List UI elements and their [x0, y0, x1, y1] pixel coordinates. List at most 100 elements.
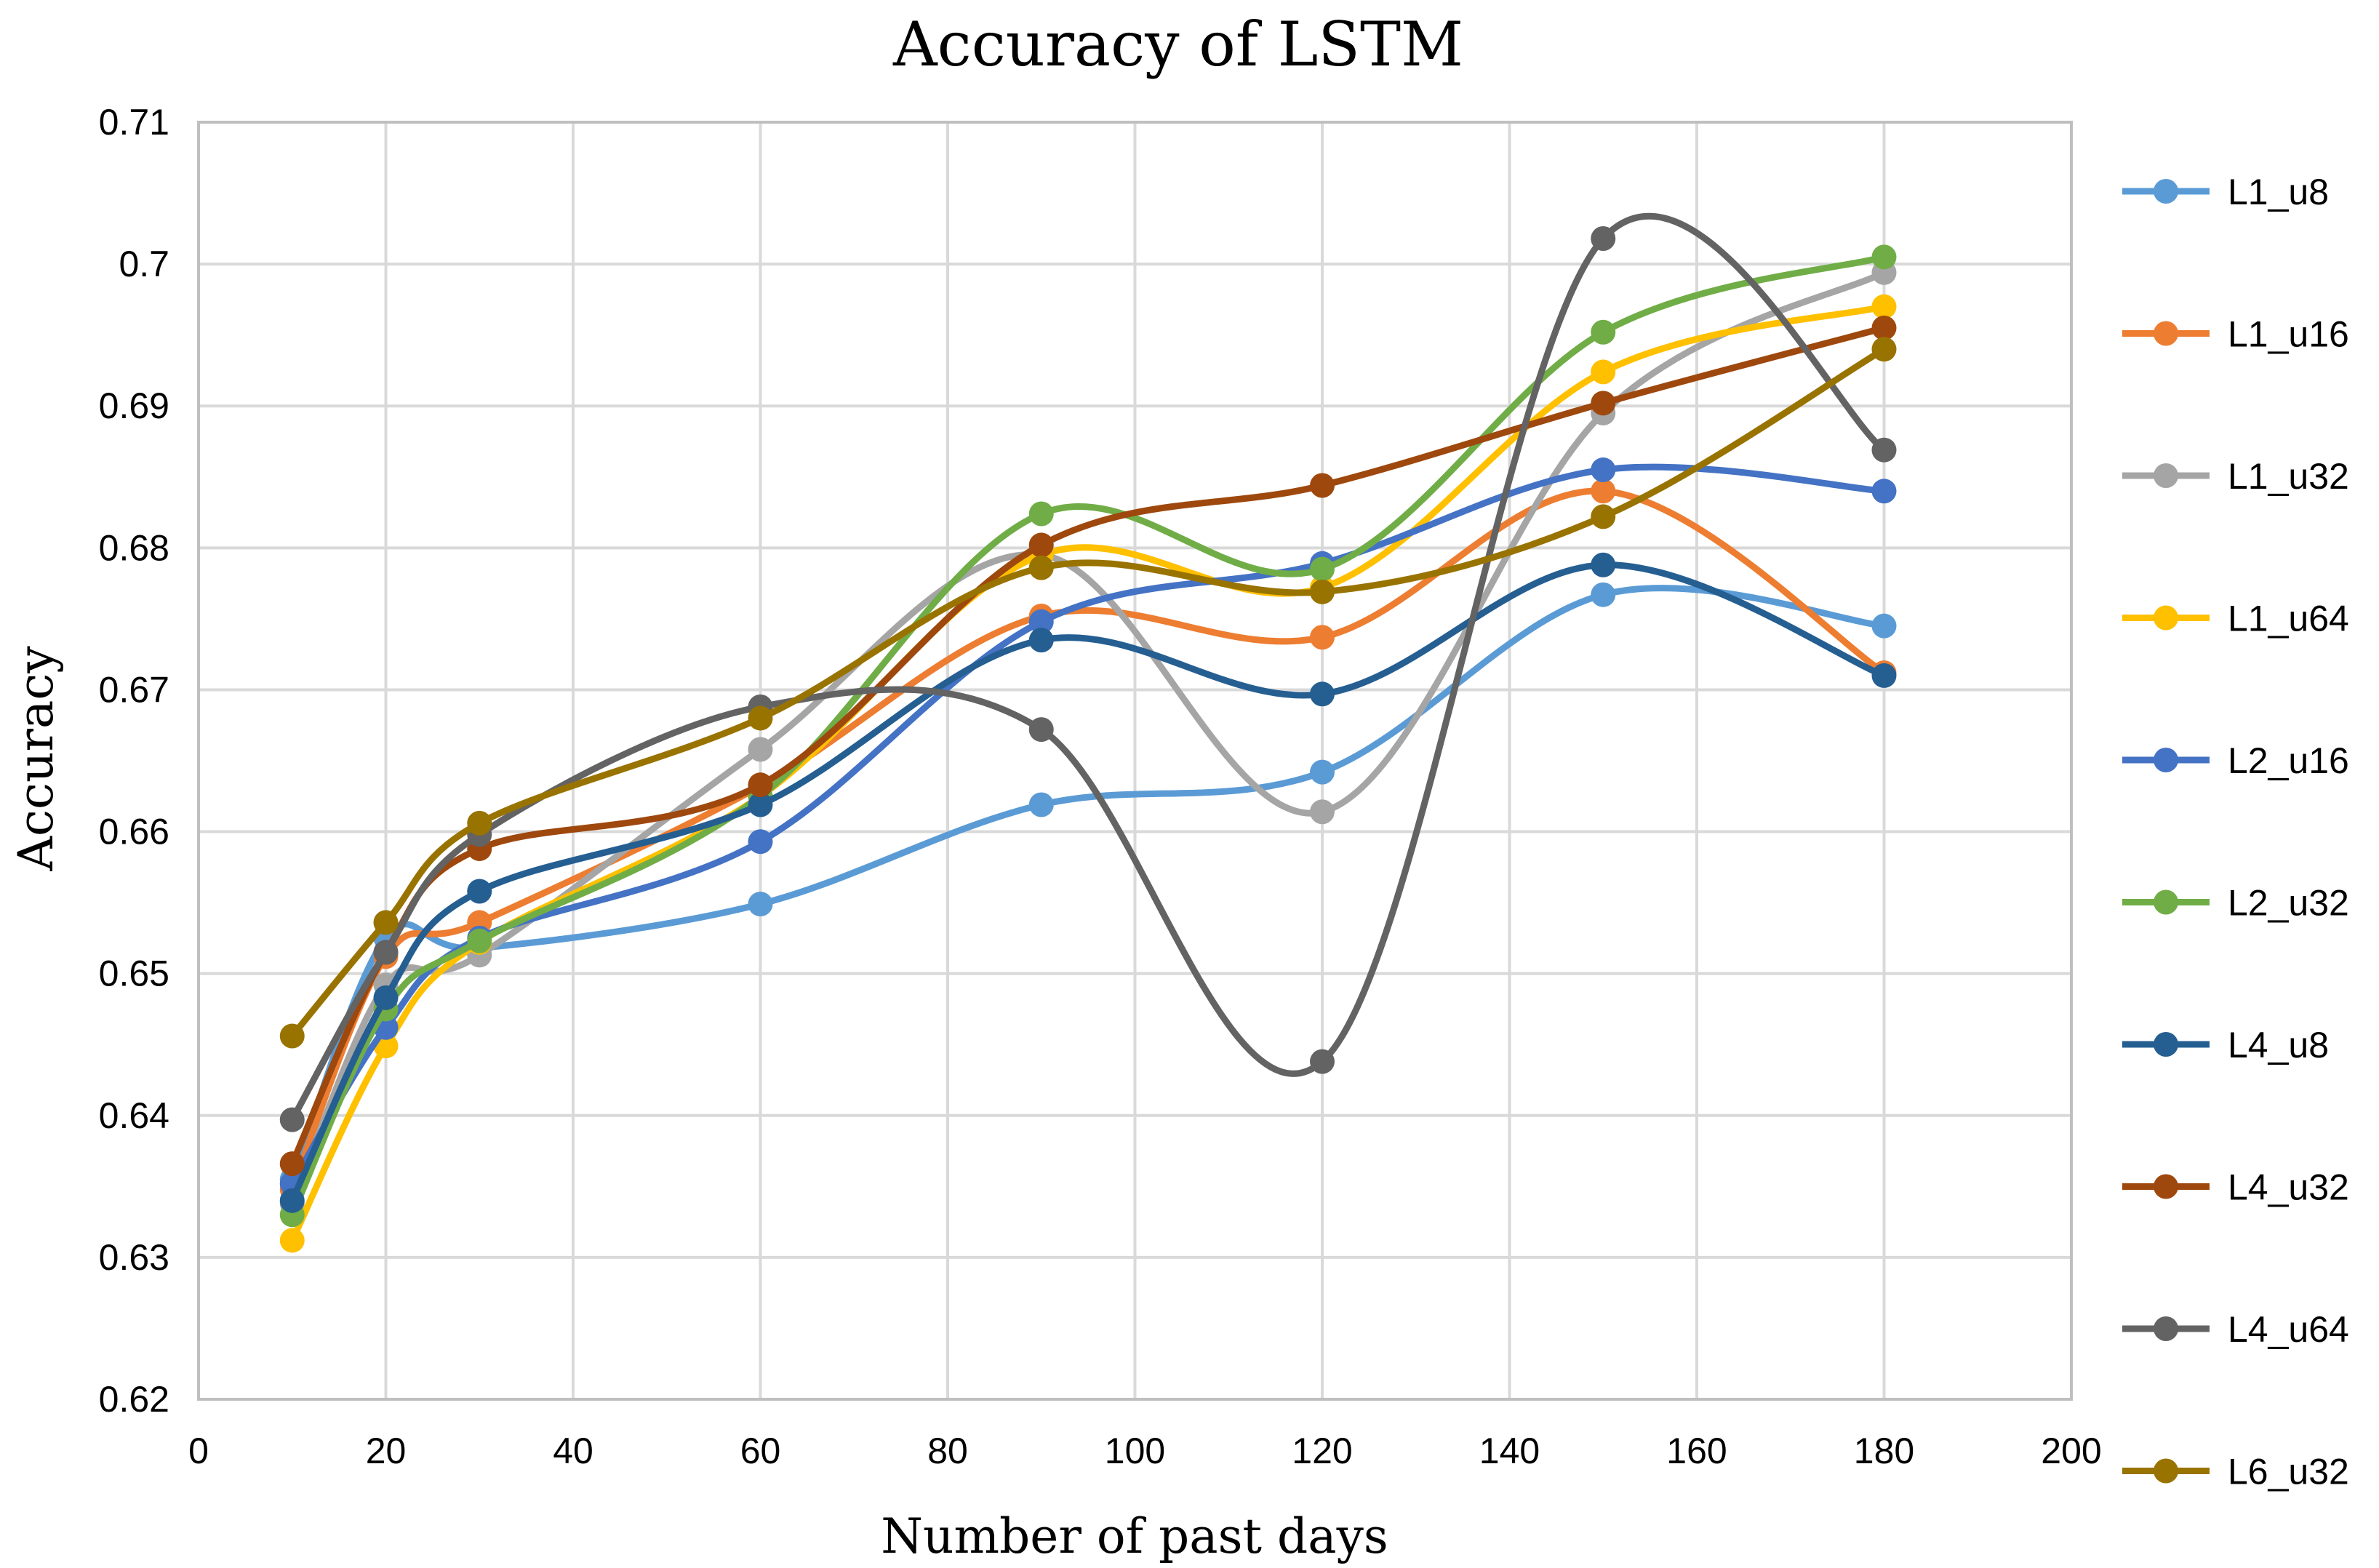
data-point-l2-u16: [748, 829, 773, 855]
legend-label: L4_u64: [2228, 1309, 2349, 1350]
data-point-l1-u8: [748, 892, 773, 917]
data-point-l1-u8: [1871, 613, 1897, 639]
legend-item-l2-u32: L2_u32: [2122, 883, 2349, 924]
legend-item-l1-u32: L1_u32: [2122, 456, 2349, 497]
data-point-l4-u32: [1871, 315, 1897, 340]
legend-item-l2-u16: L2_u16: [2122, 740, 2349, 781]
y-tick-label: 0.7: [119, 244, 169, 284]
y-tick-label: 0.68: [99, 527, 169, 568]
data-point-l2-u32: [1871, 244, 1897, 270]
series-l2-u32: [279, 244, 1897, 1228]
data-point-l4-u32: [1028, 532, 1054, 558]
x-tick-label: 40: [553, 1431, 593, 1471]
data-point-l4-u8: [1871, 663, 1897, 688]
legend-label: L2_u16: [2228, 740, 2349, 781]
x-tick-label: 20: [366, 1431, 407, 1471]
legend-label: L6_u32: [2228, 1452, 2349, 1492]
legend-item-l4-u32: L4_u32: [2122, 1167, 2349, 1208]
series-line-l4-u32: [289, 324, 1887, 1167]
series-l6-u32: [279, 337, 1897, 1049]
legend-label: L4_u8: [2228, 1025, 2329, 1065]
y-tick-label: 0.67: [99, 669, 169, 710]
data-point-l1-u32: [748, 737, 773, 762]
series-l1-u64: [279, 294, 1897, 1253]
legend-swatch-marker: [2154, 463, 2178, 488]
legend-swatch-marker: [2154, 889, 2178, 915]
x-tick-label: 120: [1292, 1431, 1352, 1471]
data-point-l4-u32: [748, 772, 773, 798]
data-point-l6-u32: [373, 910, 399, 935]
series-line-l2-u32: [289, 253, 1887, 1218]
data-point-l6-u32: [748, 705, 773, 731]
legend-swatch-marker: [2154, 1174, 2178, 1199]
legend-swatch-marker: [2154, 1458, 2178, 1484]
data-point-l2-u16: [1028, 609, 1054, 634]
x-tick-label: 160: [1666, 1431, 1727, 1471]
y-tick-label: 0.62: [99, 1379, 169, 1420]
series-line-l6-u32: [289, 345, 1887, 1039]
series-line-l4-u8: [289, 561, 1887, 1204]
legend-label: L1_u16: [2228, 314, 2349, 355]
series-lines: [279, 212, 1897, 1253]
legend-label: L2_u32: [2228, 883, 2349, 924]
data-point-l4-u8: [467, 879, 492, 904]
data-point-l6-u32: [1591, 504, 1616, 529]
y-axis-title: Accuracy: [8, 646, 64, 872]
legend-item-l4-u64: L4_u64: [2122, 1309, 2349, 1350]
data-point-l1-u16: [1591, 479, 1616, 504]
legend-swatch-marker: [2154, 321, 2178, 346]
legend-swatch-marker: [2154, 605, 2178, 631]
series-line-l1-u64: [289, 303, 1887, 1244]
data-point-l4-u8: [373, 985, 399, 1010]
data-point-l2-u16: [1591, 457, 1616, 483]
legend-item-l4-u8: L4_u8: [2122, 1025, 2329, 1065]
data-point-l4-u32: [279, 1151, 305, 1177]
x-tick-label: 100: [1105, 1431, 1165, 1471]
gridlines: [197, 121, 2073, 1401]
data-point-l4-u64: [279, 1107, 305, 1132]
x-tick-label: 200: [2041, 1431, 2101, 1471]
x-tick-label: 180: [1854, 1431, 1914, 1471]
data-point-l1-u8: [1591, 582, 1616, 607]
data-point-l2-u32: [1591, 319, 1616, 345]
data-point-l4-u8: [1028, 628, 1054, 653]
legend-label: L1_u8: [2228, 172, 2329, 212]
x-tick-label: 0: [188, 1431, 209, 1471]
legend-label: L1_u32: [2228, 456, 2349, 497]
x-tick-label: 80: [927, 1431, 968, 1471]
data-point-l1-u64: [279, 1228, 305, 1253]
legend-item-l1-u8: L1_u8: [2122, 172, 2329, 212]
data-point-l6-u32: [1310, 579, 1335, 604]
y-tick-label: 0.66: [99, 812, 169, 852]
legend-swatch-marker: [2154, 1032, 2178, 1057]
data-point-l4-u64: [1591, 225, 1616, 251]
series-l4-u32: [279, 315, 1897, 1177]
data-point-l4-u64: [1028, 717, 1054, 743]
data-point-l4-u8: [1591, 552, 1616, 577]
data-point-l6-u32: [279, 1023, 305, 1049]
legend-swatch-marker: [2154, 1316, 2178, 1341]
data-point-l1-u64: [1591, 359, 1616, 385]
y-tick-label: 0.63: [99, 1237, 169, 1278]
plot-area-frame: [197, 121, 2073, 1401]
x-tick-label: 60: [740, 1431, 781, 1471]
data-point-l2-u32: [1310, 556, 1335, 582]
data-point-l4-u64: [373, 940, 399, 965]
legend-item-l6-u32: L6_u32: [2122, 1452, 2349, 1492]
data-point-l4-u8: [1310, 681, 1335, 707]
y-tick-label: 0.65: [99, 953, 169, 994]
data-point-l1-u8: [1310, 759, 1335, 785]
series-l4-u8: [279, 552, 1897, 1213]
y-tick-label: 0.64: [99, 1095, 169, 1136]
legend-swatch-marker: [2154, 748, 2178, 772]
data-point-l2-u16: [1871, 479, 1897, 504]
chart-title: Accuracy of LSTM: [892, 9, 1463, 80]
legend-label: L1_u64: [2228, 599, 2349, 639]
data-point-l1-u32: [1310, 799, 1335, 825]
data-point-l1-u64: [1871, 294, 1897, 319]
series-line-l1-u8: [289, 585, 1887, 1183]
data-point-l6-u32: [1871, 337, 1897, 362]
data-point-l1-u16: [1310, 625, 1335, 650]
